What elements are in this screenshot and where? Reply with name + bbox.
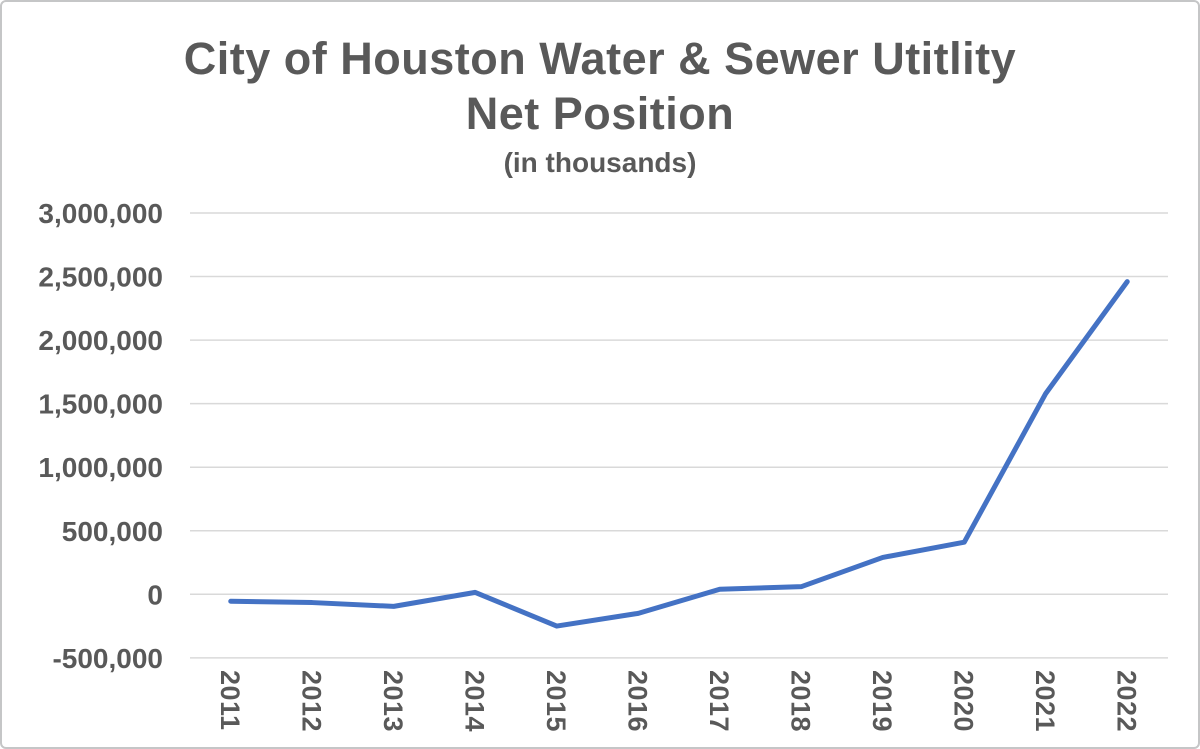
x-axis-tick-label: 2017	[704, 670, 734, 732]
y-axis-tick-label: 2,500,000	[38, 262, 163, 293]
y-axis-tick-label: 3,000,000	[38, 198, 163, 229]
x-axis-tick-label: 2014	[459, 670, 489, 732]
y-axis-tick-label: 1,000,000	[38, 452, 163, 483]
chart-title-line1: City of Houston Water & Sewer Utitlity	[183, 33, 1017, 84]
x-axis-tick-label: 2019	[867, 670, 897, 732]
y-axis-tick-label: 500,000	[62, 516, 163, 547]
x-axis-tick-label: 2018	[785, 670, 815, 732]
x-axis-tick-label: 2011	[215, 670, 245, 731]
x-axis-tick-label: 2020	[948, 670, 978, 732]
x-axis-tick-label: 2021	[1030, 670, 1060, 732]
x-axis-tick-label: 2015	[541, 670, 571, 732]
y-axis-tick-label: 0	[147, 579, 163, 610]
chart-title-block: City of Houston Water & Sewer Utitlity N…	[2, 32, 1198, 179]
net-position-line	[228, 279, 1130, 629]
x-axis-tick-label: 2012	[296, 670, 326, 732]
x-axis-tick-label: 2013	[378, 670, 408, 732]
x-axis-tick-label: 2022	[1111, 670, 1141, 732]
y-axis-tick-label: 1,500,000	[38, 389, 163, 420]
chart-title-line2: Net Position	[465, 87, 735, 139]
x-axis-tick-label: 2016	[622, 670, 652, 732]
y-axis-tick-label: 2,000,000	[38, 325, 163, 356]
chart-subtitle: (in thousands)	[503, 146, 697, 178]
y-axis-tick-label: -500,000	[52, 643, 163, 674]
